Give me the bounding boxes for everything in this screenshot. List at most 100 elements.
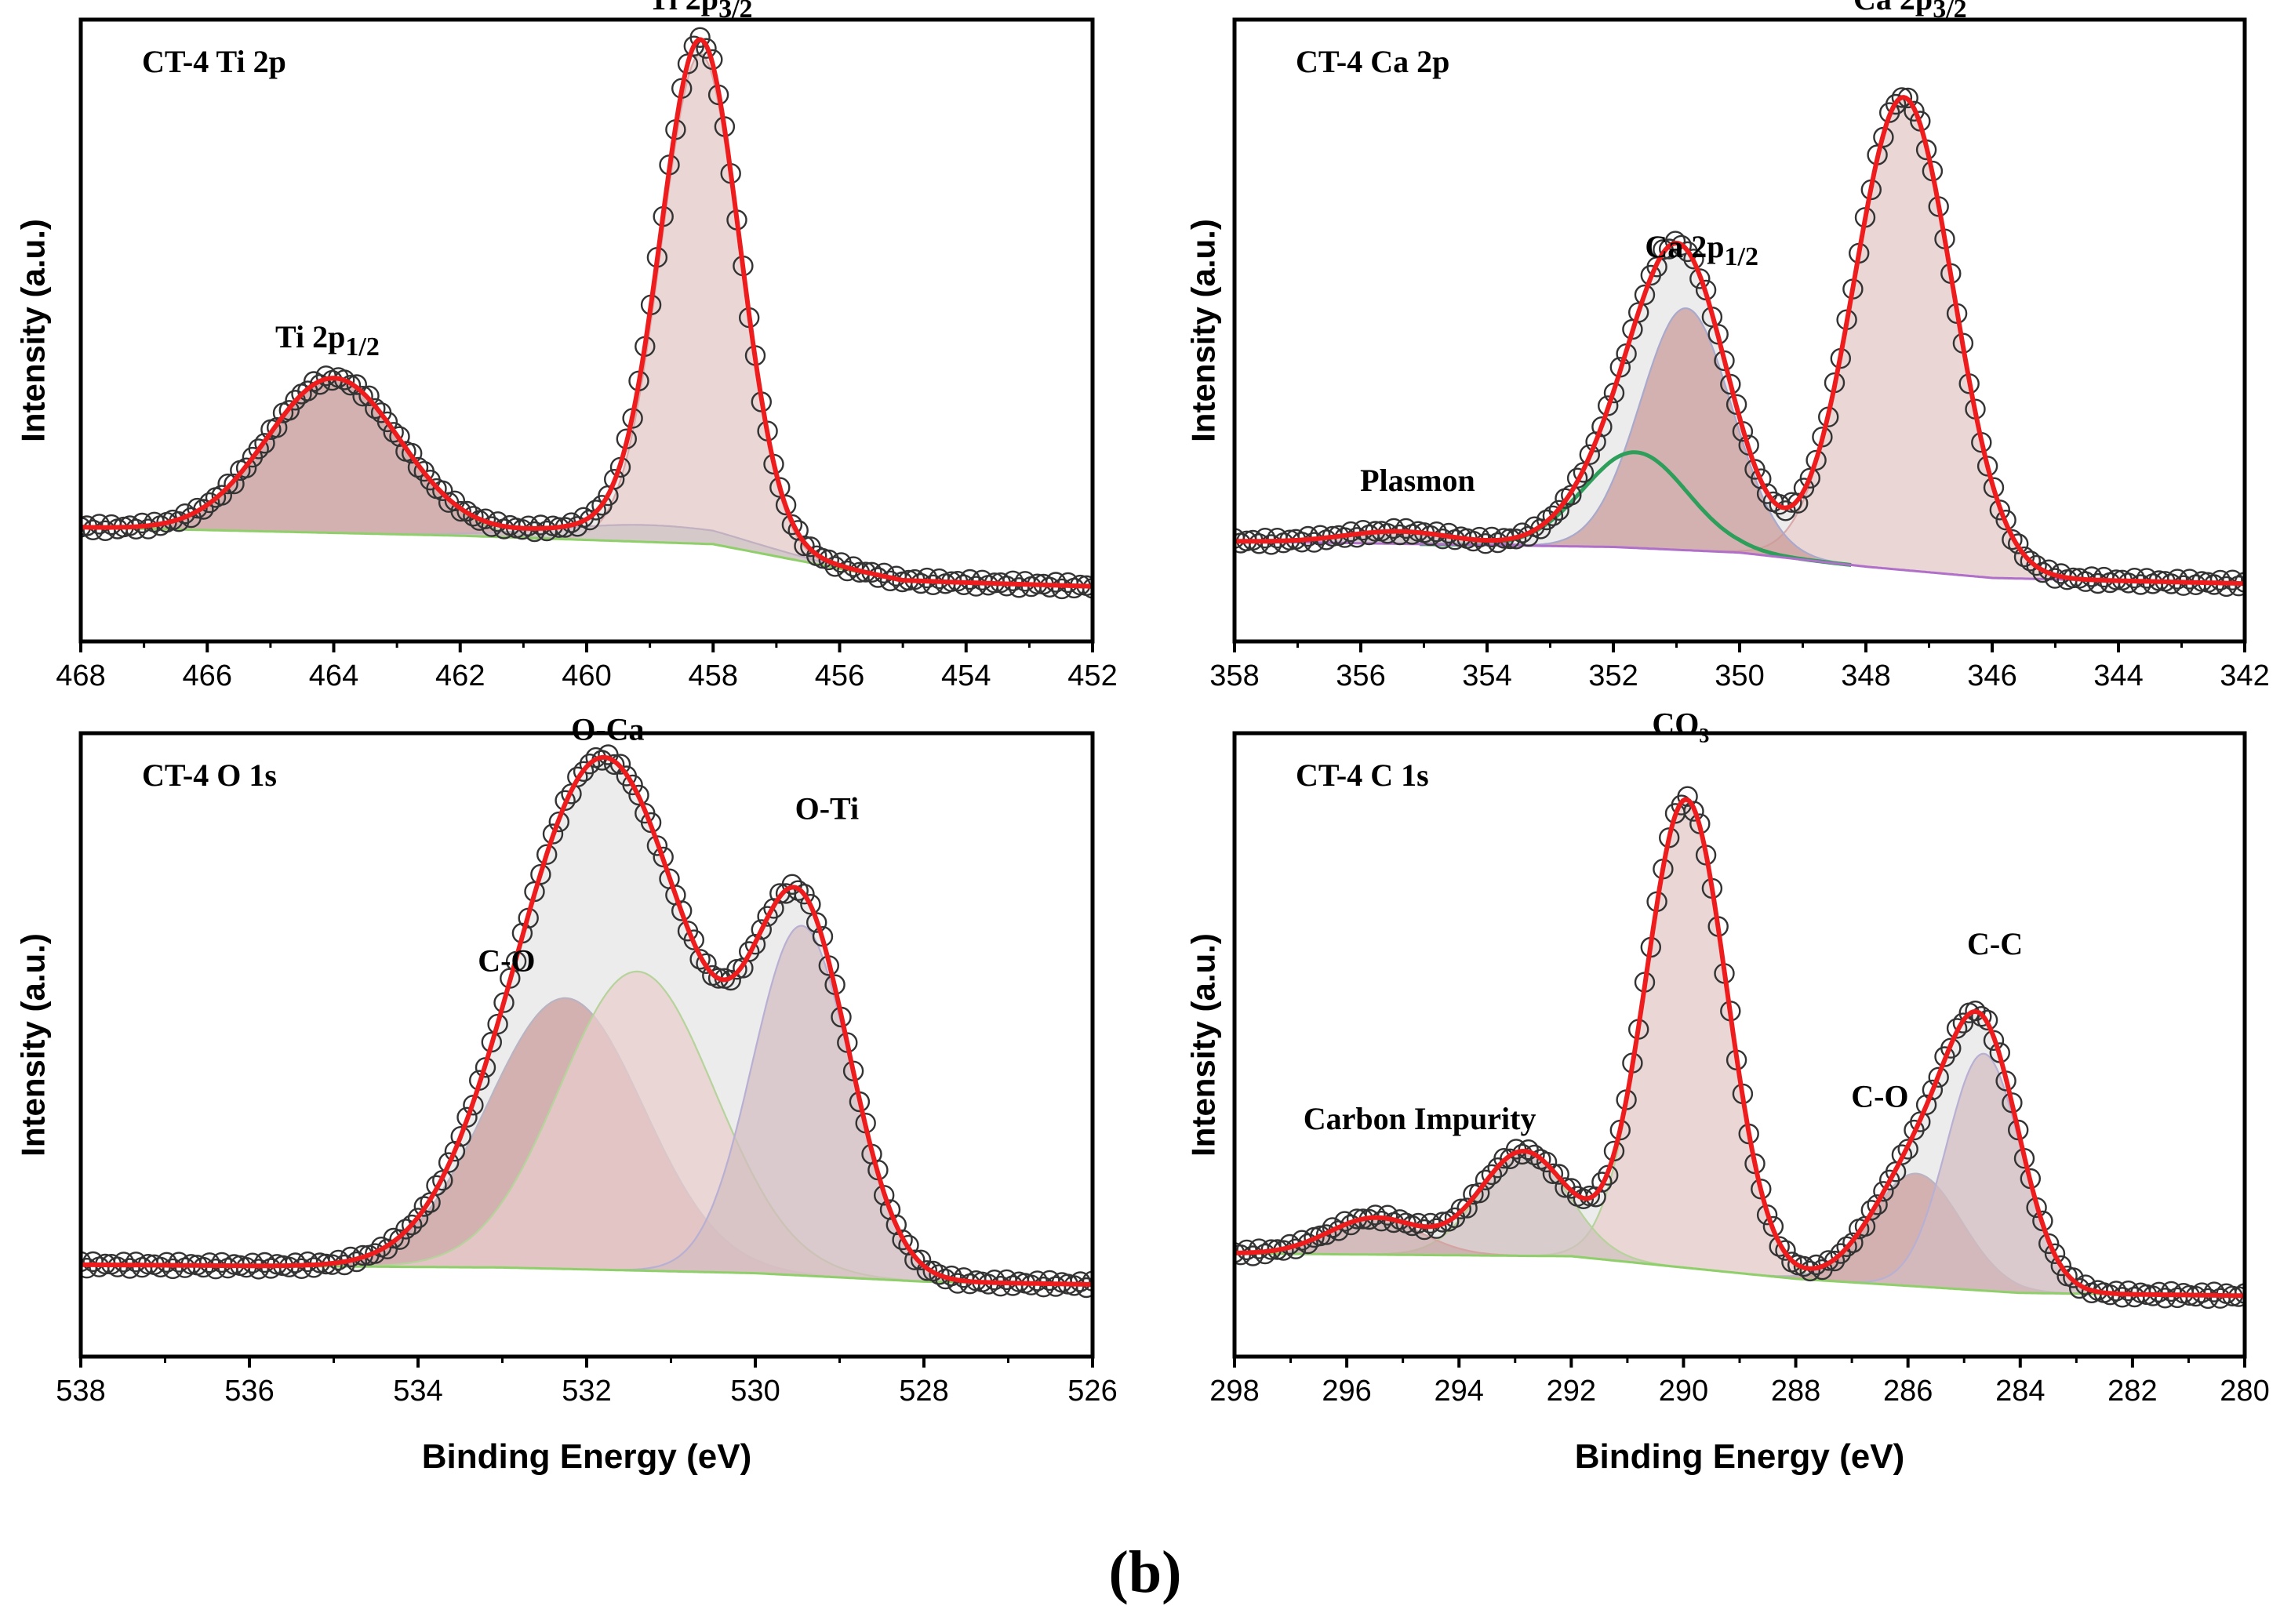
data-point xyxy=(579,754,601,775)
data-point xyxy=(1432,1212,1453,1233)
fit-line xyxy=(81,37,1093,589)
data-point xyxy=(1891,1144,1913,1165)
data-point xyxy=(376,411,398,433)
x-axis-label: Binding Energy (eV) xyxy=(422,1437,751,1476)
data-point xyxy=(984,1269,1005,1291)
data-point xyxy=(352,386,373,407)
data-point xyxy=(530,863,551,885)
data-point xyxy=(1677,786,1698,807)
x-tick-label: 292 xyxy=(1547,1375,1596,1408)
data-point xyxy=(696,953,717,975)
panel-title: CT-4 C 1s xyxy=(1296,758,1429,793)
x-tick-label: 346 xyxy=(1967,659,2016,692)
data-point xyxy=(1242,1245,1264,1266)
data-point xyxy=(426,1175,447,1197)
data-point xyxy=(1897,1139,1918,1160)
data-point xyxy=(959,569,980,590)
data-point xyxy=(1536,1151,1558,1173)
data-point xyxy=(1915,1094,1937,1116)
data-point xyxy=(444,1140,466,1162)
data-point xyxy=(1775,1240,1796,1261)
peak-annotation: Plasmon xyxy=(1360,463,1475,498)
data-point xyxy=(910,1249,932,1271)
data-point xyxy=(1082,1270,1093,1292)
data-point xyxy=(1781,492,1802,513)
x-tick-label: 454 xyxy=(941,659,991,692)
x-tick-label: 536 xyxy=(224,1375,274,1408)
data-point xyxy=(1922,1079,1944,1101)
data-point xyxy=(1579,444,1601,465)
data-point xyxy=(898,1234,919,1256)
data-point xyxy=(1076,1277,1093,1299)
data-point xyxy=(1664,231,1686,252)
data-point xyxy=(2222,569,2243,590)
data-point xyxy=(389,426,410,447)
data-point xyxy=(254,433,275,454)
data-point xyxy=(383,422,404,443)
data-point xyxy=(885,1214,907,1236)
data-point xyxy=(2081,566,2103,587)
data-point xyxy=(671,900,693,921)
data-point xyxy=(548,811,569,833)
x-tick-label: 468 xyxy=(56,659,105,692)
data-point xyxy=(542,823,564,845)
x-tick-label: 530 xyxy=(730,1375,780,1408)
data-point xyxy=(1689,268,1711,289)
x-tick-label: 342 xyxy=(2220,659,2269,692)
data-point xyxy=(1376,1204,1398,1226)
data-point xyxy=(1983,477,2005,498)
data-point xyxy=(1787,492,1809,514)
panel-top-left: 468 466 464 462 460 458 456 454 452 Intensity (a.… xyxy=(15,0,1118,692)
data-point xyxy=(199,492,220,514)
data-point xyxy=(2063,1267,2084,1288)
x-tick-label: 298 xyxy=(1209,1375,1259,1408)
data-point xyxy=(187,497,208,519)
data-point xyxy=(794,883,815,905)
data-point xyxy=(1475,533,1496,554)
data-point xyxy=(402,1214,423,1236)
data-point xyxy=(1548,1164,1569,1185)
data-point xyxy=(365,1243,386,1264)
data-point xyxy=(929,1264,950,1285)
data-point xyxy=(346,374,367,395)
data-point xyxy=(1928,1066,1949,1088)
data-point xyxy=(1867,1194,1888,1215)
data-point xyxy=(805,912,827,933)
peak-annotation: Carbon Impurity xyxy=(1304,1101,1536,1136)
x-tick-label: 286 xyxy=(1883,1375,1933,1408)
data-point xyxy=(524,521,545,543)
data-point xyxy=(156,1252,177,1273)
plot-area xyxy=(1235,87,2245,598)
x-tick-label: 358 xyxy=(1209,659,1259,692)
data-point xyxy=(438,1152,460,1173)
data-point xyxy=(1045,572,1067,593)
plot-area xyxy=(81,744,1093,1299)
x-tick-label: 460 xyxy=(562,659,611,692)
data-point xyxy=(1860,1200,1882,1221)
data-point xyxy=(137,518,159,540)
data-point xyxy=(2050,1255,2072,1277)
data-point xyxy=(604,469,625,490)
x-tick-label: 534 xyxy=(393,1375,442,1408)
data-point xyxy=(1683,249,1704,270)
data-point xyxy=(1002,570,1024,591)
data-point xyxy=(1027,1270,1048,1292)
data-point xyxy=(493,992,515,1013)
data-point xyxy=(1793,478,1815,499)
data-point xyxy=(2166,569,2188,590)
data-point xyxy=(573,761,595,782)
data-point xyxy=(1873,1181,1894,1202)
x-tick-label: 532 xyxy=(562,1375,611,1408)
x-tick-label: 466 xyxy=(183,659,232,692)
data-point xyxy=(1475,1169,1496,1191)
x-tick-label: 356 xyxy=(1336,659,1385,692)
data-point xyxy=(2148,1281,2169,1303)
y-axis-label: Intensity (a.u.) xyxy=(1185,219,1222,442)
peak-annotation: O-Ti xyxy=(795,790,860,826)
data-point xyxy=(1524,1144,1545,1166)
fit-line xyxy=(1235,797,2245,1299)
data-point xyxy=(2002,529,2023,550)
data-point xyxy=(2124,568,2145,589)
data-point xyxy=(775,494,797,516)
